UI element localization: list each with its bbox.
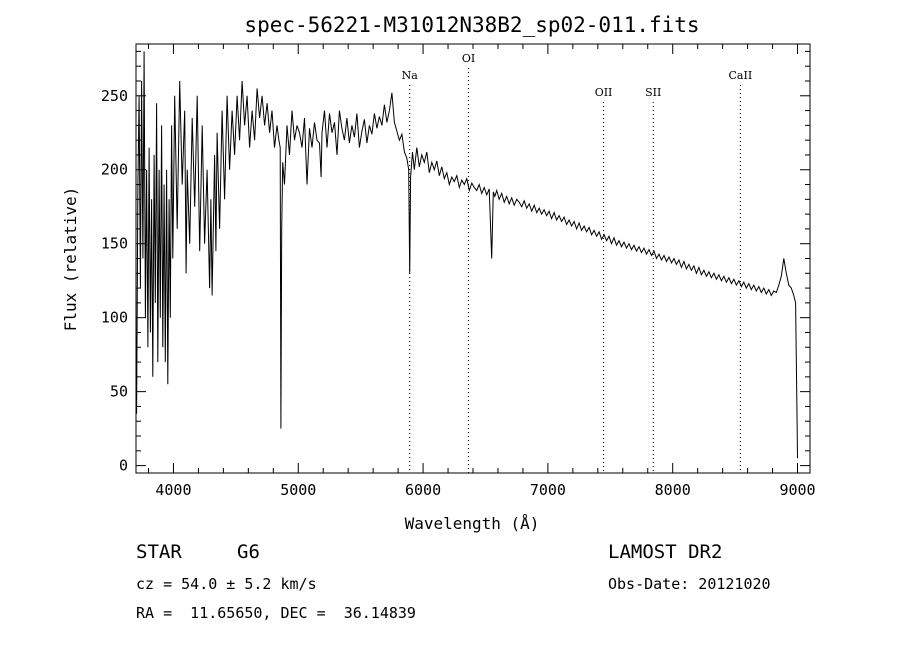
y-tick-label: 0 bbox=[119, 457, 128, 475]
y-tick-label: 200 bbox=[101, 161, 128, 179]
x-tick-label: 5000 bbox=[280, 481, 316, 499]
y-axis-label: Flux (relative) bbox=[61, 187, 80, 332]
line-annotations: Na OI OII SII CaII bbox=[402, 52, 753, 473]
object-class: STAR bbox=[136, 541, 182, 563]
y-tick-label: 150 bbox=[101, 235, 128, 253]
plot-frame bbox=[135, 43, 811, 474]
x-tick-label: 6000 bbox=[405, 481, 441, 499]
line-marker-label: OI bbox=[462, 52, 475, 65]
line-marker-label: SII bbox=[645, 86, 661, 99]
y-tick-label: 100 bbox=[101, 309, 128, 327]
survey-name: LAMOST DR2 bbox=[608, 541, 723, 563]
y-tick-label: 50 bbox=[110, 383, 128, 401]
obs-date: Obs-Date: 20121020 bbox=[608, 575, 771, 593]
chart-title: spec-56221-M31012N38B2_sp02-011.fits bbox=[244, 13, 699, 37]
x-tick-label: 4000 bbox=[155, 481, 191, 499]
redshift-text: cz = 54.0 ± 5.2 km/s bbox=[136, 575, 317, 593]
object-subclass: G6 bbox=[237, 541, 260, 563]
line-marker-label: CaII bbox=[729, 69, 753, 82]
x-tick-label: 9000 bbox=[779, 481, 815, 499]
y-tick-label: 250 bbox=[101, 87, 128, 105]
coordinates: RA = 11.65650, DEC = 36.14839 bbox=[136, 604, 416, 622]
x-axis: 4000 5000 6000 7000 8000 9000 bbox=[147, 44, 816, 499]
x-tick-label: 7000 bbox=[530, 481, 566, 499]
x-tick-label: 8000 bbox=[655, 481, 691, 499]
spectrum-line bbox=[136, 51, 798, 459]
line-marker-label: OII bbox=[595, 86, 613, 99]
y-axis: 0 50 100 150 200 250 bbox=[101, 50, 810, 475]
line-marker-label: Na bbox=[402, 69, 419, 82]
x-axis-label: Wavelength (Å) bbox=[405, 514, 540, 533]
